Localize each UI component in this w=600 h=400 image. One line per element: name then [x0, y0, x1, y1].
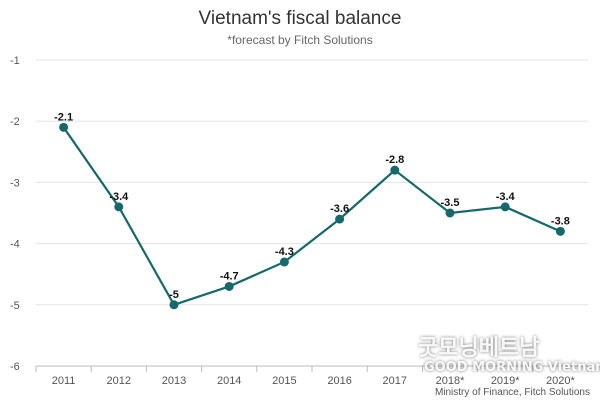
- data-point: [335, 214, 345, 224]
- y-tick-label: -4: [10, 239, 20, 251]
- data-point: [114, 202, 124, 212]
- x-tick-label: 2014: [217, 375, 241, 387]
- x-tick-label: 2019*: [491, 375, 520, 387]
- x-tick-label: 2017: [383, 375, 407, 387]
- data-point: [169, 300, 179, 310]
- series-line: [62, 126, 561, 307]
- data-label: -4.7: [220, 270, 239, 282]
- data-label: -2.8: [385, 154, 404, 166]
- x-tick-label: 2012: [107, 375, 131, 387]
- watermark-logo: 굿모닝베트남 GOOD MORNING Vietnam: [418, 330, 600, 382]
- y-tick-label: -2: [10, 116, 20, 128]
- x-tick-label: 2015: [272, 375, 296, 387]
- source-note: Ministry of Finance, Fitch Solutions: [434, 387, 590, 398]
- watermark-korean: 굿모닝베트남: [418, 336, 540, 361]
- data-point: [390, 165, 400, 175]
- data-point: [555, 226, 565, 236]
- data-label: -2.1: [54, 111, 73, 123]
- data-point: [224, 281, 234, 291]
- y-tick-label: -1: [10, 55, 20, 67]
- chart-subtitle: *forecast by Fitch Solutions: [227, 33, 373, 47]
- data-point: [59, 122, 69, 132]
- y-tick-label: -6: [10, 361, 20, 373]
- x-tick-label: 2013: [162, 375, 186, 387]
- x-tick-label: 2016: [327, 375, 351, 387]
- data-label: -3.8: [551, 215, 570, 227]
- data-label: -3.6: [330, 203, 349, 215]
- data-point: [279, 257, 289, 267]
- data-point: [500, 202, 510, 212]
- chart-title: Vietnam's fiscal balance: [198, 8, 402, 29]
- data-label: -3.4: [109, 191, 129, 203]
- x-tick-label: 2018*: [436, 375, 465, 387]
- x-tick-label: 2011: [52, 375, 76, 387]
- data-label: -4.3: [275, 246, 294, 258]
- data-label: -3.4: [496, 191, 516, 203]
- x-tick-label: 2020*: [546, 375, 575, 387]
- data-point: [445, 208, 455, 218]
- y-tick-label: -5: [10, 300, 20, 312]
- data-label: -5: [169, 289, 179, 301]
- data-label: -3.5: [441, 197, 460, 209]
- y-tick-label: -3: [10, 177, 20, 189]
- watermark-english: GOOD MORNING Vietnam: [424, 360, 600, 375]
